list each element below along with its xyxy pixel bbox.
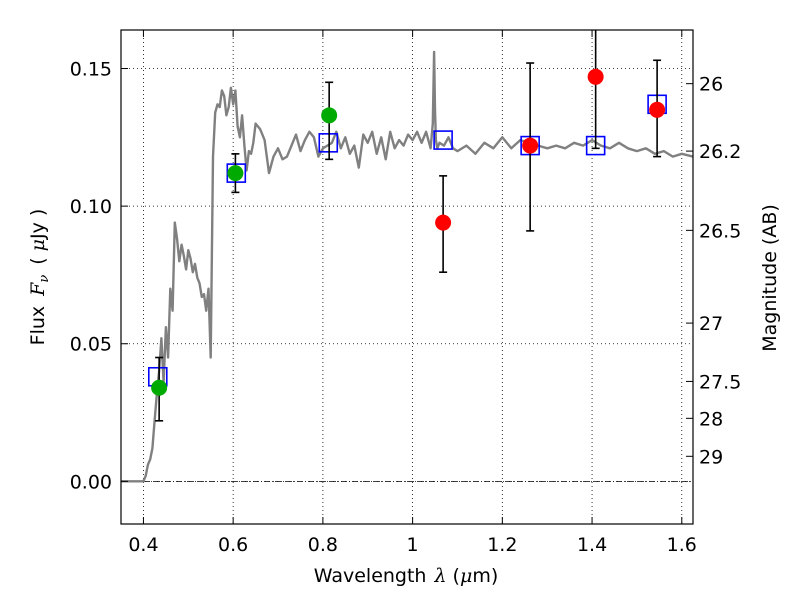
- x-axis-title: Wavelength λ (μm): [314, 565, 498, 587]
- observed-photometry-point: [227, 165, 244, 182]
- y2-tick-label: 27: [699, 313, 723, 335]
- observed-photometry-point: [522, 137, 539, 154]
- ticks: 0.4 0.6 0.8 1 1.2 1.4 1.6 0.00 0.05 0.10 0.15 26 26.…: [70, 30, 741, 556]
- y2-tick-label: 26.5: [699, 220, 741, 242]
- plot-frame: [120, 29, 694, 525]
- observed-photometry-point: [587, 68, 604, 85]
- y2-tick-label: 29: [699, 446, 723, 468]
- y-axis-title: FluxFν(μJy ): [27, 209, 52, 346]
- y2-axis-title: Magnitude (AB): [759, 204, 781, 352]
- x-tick-label: 0.6: [218, 534, 248, 556]
- model-spectrum-line: [121, 50, 693, 483]
- observed-photometry-point: [321, 107, 338, 124]
- model-photometry-square: [226, 163, 247, 183]
- y2-tick-label: 26: [699, 74, 723, 96]
- observed-photometry-point: [151, 379, 168, 396]
- x-tick-label: 1.4: [577, 534, 607, 556]
- x-tick-label: 1.2: [487, 534, 517, 556]
- y2-tick-label: 28: [699, 408, 723, 430]
- x-tick-label: 0.4: [128, 534, 158, 556]
- y-tick-label: 0.05: [70, 334, 112, 356]
- y-tick-label: 0.10: [70, 196, 112, 218]
- y2-tick-label: 26.2: [699, 141, 741, 163]
- x-tick-label: 1.6: [667, 534, 697, 556]
- observed-photometry-point: [435, 214, 452, 231]
- grid: [121, 30, 693, 524]
- y-tick-label: 0.15: [70, 59, 112, 81]
- x-tick-label: 0.8: [308, 534, 338, 556]
- observed-photometry-point: [649, 101, 666, 118]
- model-photometry-square: [318, 133, 339, 153]
- x-tick-label: 1: [407, 534, 419, 556]
- plot-area: [121, 30, 693, 483]
- model-photometry-square: [433, 130, 453, 150]
- y2-tick-label: 27.5: [699, 371, 741, 393]
- y-tick-label: 0.00: [70, 471, 112, 493]
